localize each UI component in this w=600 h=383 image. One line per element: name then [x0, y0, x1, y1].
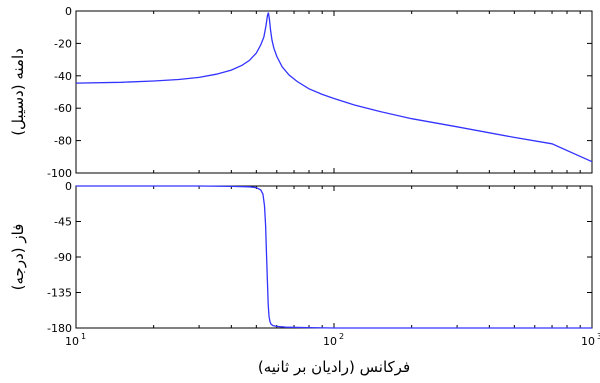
y-tick-label: -135 — [47, 287, 72, 300]
magnitude-panel: 0 -20 -40 -60 -80 -100 دامنه (دسیبل) — [9, 5, 593, 180]
y-tick-label: -45 — [54, 216, 72, 229]
y-tick-label: -100 — [47, 167, 72, 180]
magnitude-y-axis-title: دامنه (دسیبل) — [9, 48, 27, 136]
x-tick-label: 10 — [581, 335, 595, 348]
phase-plot-frame — [75, 185, 593, 329]
y-tick-label: -60 — [54, 102, 72, 115]
y-tick-label: -20 — [54, 37, 72, 50]
x-tick-label-exponent: 1 — [81, 332, 86, 341]
phase-series-line — [76, 185, 592, 329]
x-axis-title: فرکانس (رادیان بر ثانیه) — [258, 358, 410, 376]
magnitude-series-line — [75, 12, 593, 163]
y-tick-label: -80 — [54, 135, 72, 148]
x-tick-label-exponent: 2 — [339, 332, 344, 341]
x-tick-label-exponent: 3 — [597, 332, 600, 341]
x-tick-label: 10 — [323, 335, 337, 348]
x-tick-label: 10 — [65, 335, 79, 348]
y-tick-label: -40 — [54, 70, 72, 83]
phase-y-axis-title: فاز (درجه) — [9, 224, 27, 291]
magnitude-plot-frame — [75, 10, 593, 174]
y-tick-label: 0 — [65, 180, 72, 193]
y-tick-label: -90 — [54, 251, 72, 264]
y-tick-label: 0 — [65, 5, 72, 18]
y-tick-label: -180 — [47, 322, 72, 335]
